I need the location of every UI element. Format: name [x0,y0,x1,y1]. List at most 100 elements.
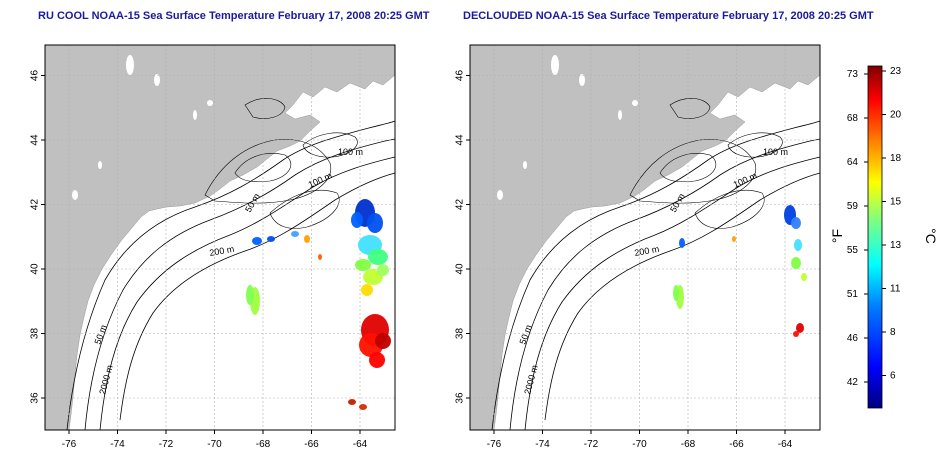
sst-data-patch [304,235,310,243]
y-tick-label: 40 [30,263,41,275]
lake [207,100,213,106]
y-tick-label: 38 [30,328,41,340]
land-mass [44,44,396,431]
depth-contour [544,172,821,421]
lake [154,74,160,86]
sst-data-patch [359,404,367,410]
sst-data-patch [732,236,736,242]
contour-label: 100 m [763,147,788,157]
x-tick-label: -66 [729,439,744,450]
x-tick-label: -72 [584,439,599,450]
colorbar-c-label: 11 [890,284,901,295]
y-tick-label: 44 [455,134,466,146]
x-tick-label: -66 [304,439,319,450]
map-frame [469,44,821,431]
sst-data-patch [377,264,389,276]
lake [618,110,622,120]
colorbar-c-label: 6 [890,371,896,382]
lake [72,190,78,200]
sst-data-patch [368,249,388,265]
colorbar-f-label: 51 [847,289,859,300]
sst-data-patch [291,231,299,237]
y-tick-label: 46 [30,70,41,82]
sst-data-patch [796,323,804,333]
x-tick-label: -76 [487,439,502,450]
lake [579,74,585,86]
lake [98,161,102,169]
y-tick-label: 36 [30,392,41,404]
colorbar-c-label: 15 [890,197,902,208]
x-tick-label: -68 [681,439,696,450]
x-tick-label: -68 [256,439,271,450]
land-mass [469,44,821,431]
contour-label: 200 m [209,244,235,258]
lake [551,55,559,75]
colorbar-c-label: 13 [890,240,902,251]
sst-data-patch [348,399,356,405]
contour-label: 200 m [634,244,660,258]
lake [523,161,527,169]
sst-data-patch [673,285,679,301]
sst-data-patch [679,238,685,248]
lake [126,55,134,75]
colorbar-f-label: 55 [847,245,859,256]
colorbar-c-label: 23 [890,66,902,77]
sst-data-patch [267,236,275,242]
depth-contour [727,132,783,158]
depth-contour [669,98,711,119]
depth-contour [204,139,332,204]
colorbar-f-label: 64 [847,157,859,168]
depth-contour [84,138,396,431]
x-tick-label: -72 [159,439,174,450]
temperature-colorbar: 73 68 64 59 55 51 46 42 23 20 18 15 13 11 8 6 °F °C [829,65,939,409]
sst-data-patch [369,352,385,368]
x-tick-label: -74 [535,439,550,450]
right-map-title: DECLOUDED NOAA-15 Sea Surface Temperatur… [463,10,874,22]
depth-contour [629,139,757,204]
sst-data-patch [791,217,801,229]
sst-data-patch [791,257,801,269]
depth-contour [524,156,821,431]
sst-data-patch [801,273,807,281]
sst-data-patch [246,285,254,305]
sst-data-patch [794,239,802,251]
sst-data-patch [361,284,373,296]
y-tick-label: 40 [455,263,466,275]
colorbar-scale [867,65,883,409]
colorbar-f-label: 68 [847,113,859,124]
x-tick-label: -76 [62,439,77,450]
y-tick-label: 46 [455,70,466,82]
depth-contour [119,172,396,421]
sst-data-patch [351,212,363,228]
x-tick-label: -74 [110,439,125,450]
depth-contour [694,189,765,229]
depth-contour [99,156,396,431]
x-tick-label: -70 [207,439,222,450]
y-tick-label: 42 [30,199,41,211]
sst-data-patch [793,331,799,337]
colorbar-f-label: 59 [847,201,859,212]
sst-data-patch [318,254,322,260]
y-tick-label: 44 [30,134,41,146]
colorbar-f-label: 42 [847,377,859,388]
left-map-title: RU COOL NOAA-15 Sea Surface Temperature … [38,10,430,22]
y-tick-label: 36 [455,392,466,404]
x-tick-label: -70 [632,439,647,450]
depth-contour [659,153,717,183]
depth-contour [244,98,286,119]
colorbar-c-label: 8 [890,327,896,338]
sst-data-patch [355,259,371,271]
depth-contour [234,153,292,183]
map-frame [44,44,396,431]
y-tick-label: 38 [455,328,466,340]
depth-contour [269,189,340,229]
sst-data-patch [367,213,383,233]
fahrenheit-unit-label: °F [829,229,845,243]
contour-label: 100 m [338,147,363,157]
colorbar-f-label: 46 [847,333,859,344]
sst-data-patch [252,237,262,245]
colorbar-f-label: 73 [847,69,859,80]
